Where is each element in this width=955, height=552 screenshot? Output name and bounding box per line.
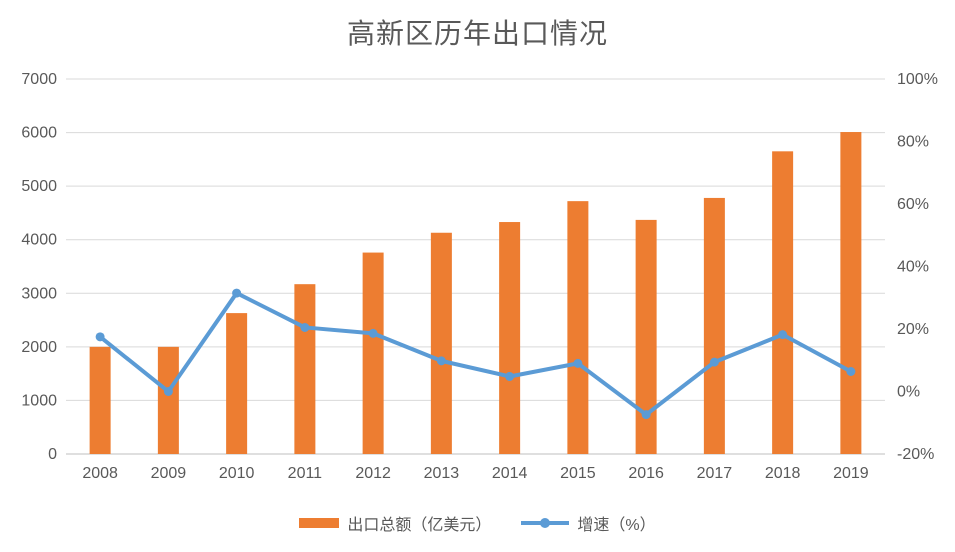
x-axis-label: 2019 [833, 465, 869, 482]
bar-2018 [772, 151, 794, 455]
bar-2012 [362, 252, 384, 454]
bar-2008 [89, 346, 111, 454]
left-axis-tick-label: 2000 [21, 339, 57, 356]
x-axis-label: 2008 [82, 465, 118, 482]
left-axis-tick-label: 6000 [21, 125, 57, 142]
right-axis-tick-label: 60% [897, 196, 929, 213]
left-axis-tick-label: 0 [48, 446, 57, 463]
right-axis-tick-label: 40% [897, 259, 929, 276]
left-axis-tick-label: 3000 [21, 285, 57, 302]
growth-marker-2015 [573, 358, 583, 368]
growth-marker-2010 [232, 288, 242, 298]
legend-item-exports: 出口总额（亿美元） [299, 511, 491, 535]
growth-marker-2013 [436, 356, 446, 366]
bar-2014 [499, 222, 521, 454]
growth-marker-2012 [368, 328, 378, 338]
chart-title: 高新区历年出口情况 [346, 17, 608, 50]
x-axis-label: 2013 [424, 465, 460, 482]
left-axis-tick-label: 5000 [21, 178, 57, 195]
x-axis-label: 2018 [765, 465, 801, 482]
bar-2011 [294, 284, 316, 454]
growth-marker-2016 [641, 410, 651, 420]
bar-2019 [840, 132, 862, 455]
right-axis-tick-label: -20% [897, 446, 934, 463]
bar-series-swatch [299, 518, 340, 528]
bar-2013 [430, 232, 452, 454]
right-axis-tick-label: 20% [897, 321, 929, 338]
growth-marker-2009 [163, 387, 173, 396]
x-axis-label: 2009 [151, 465, 187, 482]
growth-marker-2017 [709, 357, 719, 367]
left-axis-tick-label: 4000 [21, 232, 57, 249]
x-axis-label: 2016 [628, 465, 664, 482]
legend-item-growth: 增速（%） [521, 511, 656, 535]
bar-2016 [635, 219, 657, 454]
left-axis-tick-label: 1000 [21, 392, 57, 409]
x-axis-label: 2012 [355, 465, 391, 482]
growth-marker-2008 [95, 332, 105, 342]
right-axis-tick-label: 0% [897, 384, 920, 401]
line-swatch-marker-icon [540, 518, 551, 528]
line-series-label: 增速（%） [577, 517, 656, 534]
right-axis-tick-label: 80% [897, 134, 929, 151]
growth-marker-2014 [505, 372, 515, 381]
growth-marker-2019 [846, 367, 856, 376]
line-series-swatch [521, 518, 570, 528]
bar-series-label: 出口总额（亿美元） [347, 517, 492, 534]
legend: 出口总额（亿美元） 增速（%） [0, 511, 955, 535]
x-axis-label: 2010 [219, 465, 255, 482]
x-axis-label: 2011 [288, 465, 323, 482]
bar-2010 [226, 313, 248, 454]
growth-line [98, 291, 853, 417]
left-axis-tick-label: 7000 [21, 71, 57, 88]
bar-2009 [157, 346, 179, 454]
x-axis-label: 2017 [697, 465, 733, 482]
bar-2015 [567, 201, 589, 454]
x-axis-label: 2015 [560, 465, 596, 482]
growth-marker-2018 [778, 330, 788, 340]
bar-2017 [703, 197, 725, 454]
x-axis-label: 2014 [492, 465, 528, 482]
growth-marker-2011 [300, 322, 310, 332]
right-axis-tick-label: 100% [897, 71, 938, 88]
